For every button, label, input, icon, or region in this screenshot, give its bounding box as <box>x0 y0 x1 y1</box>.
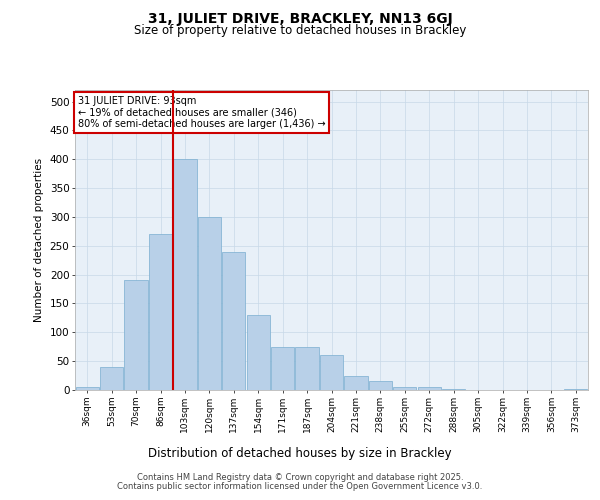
Text: Size of property relative to detached houses in Brackley: Size of property relative to detached ho… <box>134 24 466 37</box>
Bar <box>442 389 465 390</box>
Bar <box>393 387 416 390</box>
Text: Contains HM Land Registry data © Crown copyright and database right 2025.: Contains HM Land Registry data © Crown c… <box>137 472 463 482</box>
Bar <box>418 387 441 390</box>
Text: 31 JULIET DRIVE: 93sqm
← 19% of detached houses are smaller (346)
80% of semi-de: 31 JULIET DRIVE: 93sqm ← 19% of detached… <box>77 96 325 129</box>
Bar <box>100 367 123 390</box>
Bar <box>369 382 392 390</box>
Bar <box>295 346 319 390</box>
Bar <box>173 159 197 390</box>
Text: Distribution of detached houses by size in Brackley: Distribution of detached houses by size … <box>148 448 452 460</box>
Bar <box>271 346 294 390</box>
Text: Contains public sector information licensed under the Open Government Licence v3: Contains public sector information licen… <box>118 482 482 491</box>
Bar <box>247 315 270 390</box>
Bar <box>124 280 148 390</box>
Y-axis label: Number of detached properties: Number of detached properties <box>34 158 44 322</box>
Bar <box>222 252 245 390</box>
Bar <box>344 376 368 390</box>
Bar <box>76 387 99 390</box>
Bar <box>564 389 587 390</box>
Bar <box>149 234 172 390</box>
Text: 31, JULIET DRIVE, BRACKLEY, NN13 6GJ: 31, JULIET DRIVE, BRACKLEY, NN13 6GJ <box>148 12 452 26</box>
Bar <box>198 217 221 390</box>
Bar <box>320 356 343 390</box>
